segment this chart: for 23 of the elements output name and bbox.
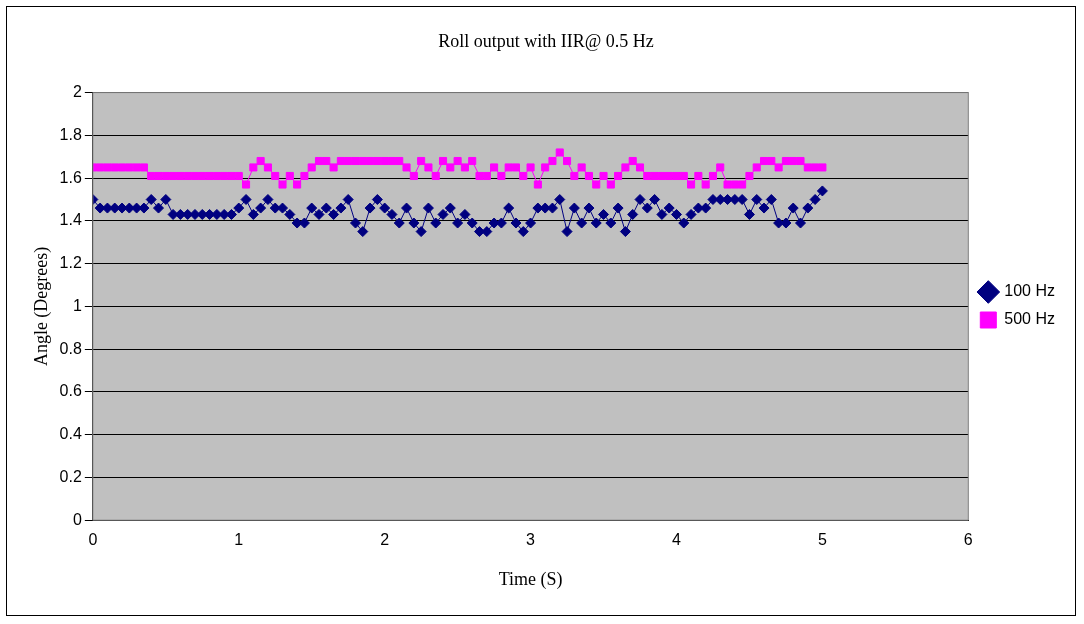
x-tick-label: 6 bbox=[963, 531, 973, 549]
y-tick-label: 0.4 bbox=[59, 425, 82, 443]
chart-title: Roll output with IIR@ 0.5 Hz bbox=[438, 30, 654, 51]
x-tick-label: 5 bbox=[817, 531, 827, 549]
y-tick-label: 0.6 bbox=[59, 382, 82, 400]
y-tick-label: 1.4 bbox=[59, 211, 82, 229]
x-tick-label: 2 bbox=[380, 531, 390, 549]
x-tick-label: 0 bbox=[88, 531, 98, 549]
y-tick-label: 0.2 bbox=[59, 467, 82, 485]
x-tick-label: 4 bbox=[672, 531, 682, 549]
y-tick-label: 1.8 bbox=[59, 125, 82, 143]
y-axis-title: Angle (Degrees) bbox=[30, 246, 52, 367]
y-tick-label: 1 bbox=[72, 296, 82, 314]
x-tick-label: 3 bbox=[526, 531, 536, 549]
legend-label: 500 Hz bbox=[1004, 310, 1056, 328]
y-tick-label: 2 bbox=[72, 83, 82, 101]
x-tick-label: 1 bbox=[234, 531, 244, 549]
y-tick-label: 1.6 bbox=[59, 168, 82, 186]
y-tick-label: 0 bbox=[72, 510, 82, 528]
x-axis-title: Time (S) bbox=[498, 568, 563, 590]
y-tick-label: 0.8 bbox=[59, 339, 82, 357]
y-tick-label: 1.2 bbox=[59, 254, 82, 272]
legend-label: 100 Hz bbox=[1004, 282, 1056, 300]
